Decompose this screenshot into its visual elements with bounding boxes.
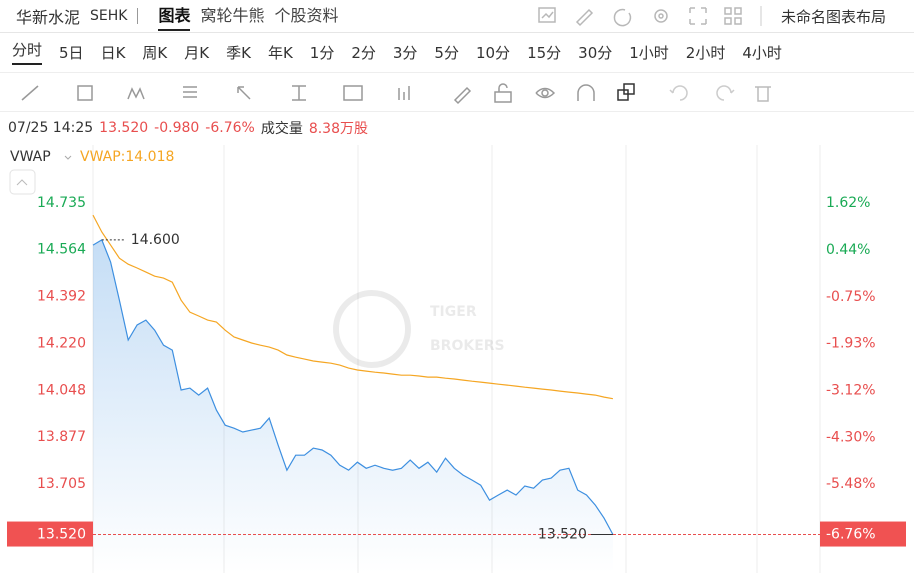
y-tick-label: 13.877 [37, 429, 86, 445]
y-tick-label: 14.392 [37, 289, 86, 305]
period[interactable]: 1分 [309, 43, 335, 62]
grid [92, 145, 821, 573]
period[interactable]: 季K [226, 43, 251, 62]
y2-tick-label: -4.30% [826, 429, 876, 445]
tab[interactable]: 个股资料 [274, 5, 339, 25]
period[interactable]: 5分 [434, 43, 459, 62]
y2-tick-label: -5.48% [826, 476, 876, 492]
y2-tick-label: 1.62% [826, 195, 870, 211]
period[interactable]: 30分 [578, 43, 613, 62]
last-price-marker-label: 13.520 [538, 527, 587, 543]
period-bar: 分时 5日 日K 周K 月K 季K 年K 1分 2分 3分 5分 10分 15分 30分 1小时 2小时 4小时 [0, 36, 914, 68]
tab[interactable]: 图表 [158, 2, 191, 31]
y2-tick-label: -0.75% [826, 289, 876, 305]
y-tick-label: 13.705 [37, 476, 86, 492]
period[interactable]: 3分 [392, 43, 418, 62]
period[interactable]: 1小时 [629, 43, 669, 62]
quote-time: 07/25 14:25 [8, 120, 94, 136]
high-label: 14.600 [131, 232, 180, 248]
drawing-toolbar [0, 72, 914, 112]
dropdown-icon [64, 155, 72, 160]
period[interactable]: 4小时 [742, 43, 782, 62]
toolbar-icons [21, 83, 771, 105]
period[interactable]: 分时 [12, 39, 43, 65]
period[interactable]: 5日 [59, 43, 84, 62]
period[interactable]: 2小时 [685, 43, 726, 62]
period[interactable]: 年K [267, 43, 293, 62]
tab[interactable]: 窝轮牛熊 [200, 5, 265, 25]
collapse-icon [16, 179, 28, 186]
watermark-text: TIGER [430, 304, 477, 320]
volume-label: 成交量 [260, 121, 303, 137]
last-price-box [7, 521, 93, 547]
quote-change-pct: -6.76% [205, 120, 255, 136]
collapse-button[interactable] [9, 169, 36, 195]
last-pct-label: -6.76% [826, 527, 876, 543]
indicator-value: VWAP:14.018 [80, 149, 174, 165]
y-tick-label: 14.564 [37, 242, 86, 258]
y2-tick-label: -3.12% [826, 383, 876, 399]
y2-tick-label: -1.93% [826, 336, 876, 352]
period[interactable]: 15分 [527, 43, 562, 62]
header-icons [538, 6, 762, 27]
quote-line: 07/25 14:25 13.520 -0.980 -6.76% 成交量 8.3… [0, 116, 914, 140]
period[interactable]: 日K [100, 43, 126, 62]
y-tick-label: 14.735 [37, 195, 86, 211]
watermark-text: BROKERS [430, 338, 505, 354]
stock-name: 华新水泥 [16, 8, 81, 27]
period[interactable]: 月K [184, 43, 210, 62]
volume: 8.38万股 [308, 121, 368, 137]
exchange: SEHK [90, 8, 139, 24]
last-price-axis-label: 13.520 [37, 527, 86, 543]
period[interactable]: 周K [142, 43, 168, 62]
y2-tick-label: 0.44% [826, 242, 870, 258]
y-tick-label: 14.048 [37, 383, 86, 399]
vwap-line [92, 214, 614, 400]
header: 华新水泥 SEHK 图表 窝轮牛熊 个股资料 未命名图表布局 [0, 0, 914, 33]
period[interactable]: 10分 [475, 43, 511, 62]
watermark: TIGER BROKERS [333, 290, 505, 368]
quote-price: 13.520 [99, 120, 149, 136]
tabs: 图表 窝轮牛熊 个股资料 [158, 2, 348, 31]
layout-name[interactable]: 未命名图表布局 [780, 7, 886, 26]
indicator-name[interactable]: VWAP [10, 149, 51, 165]
period[interactable]: 2分 [351, 43, 376, 62]
last-pct-box [820, 521, 906, 547]
price-line [92, 239, 614, 535]
quote-change: -0.980 [154, 120, 200, 136]
y-tick-label: 14.220 [37, 336, 86, 352]
price-area [93, 239, 613, 573]
